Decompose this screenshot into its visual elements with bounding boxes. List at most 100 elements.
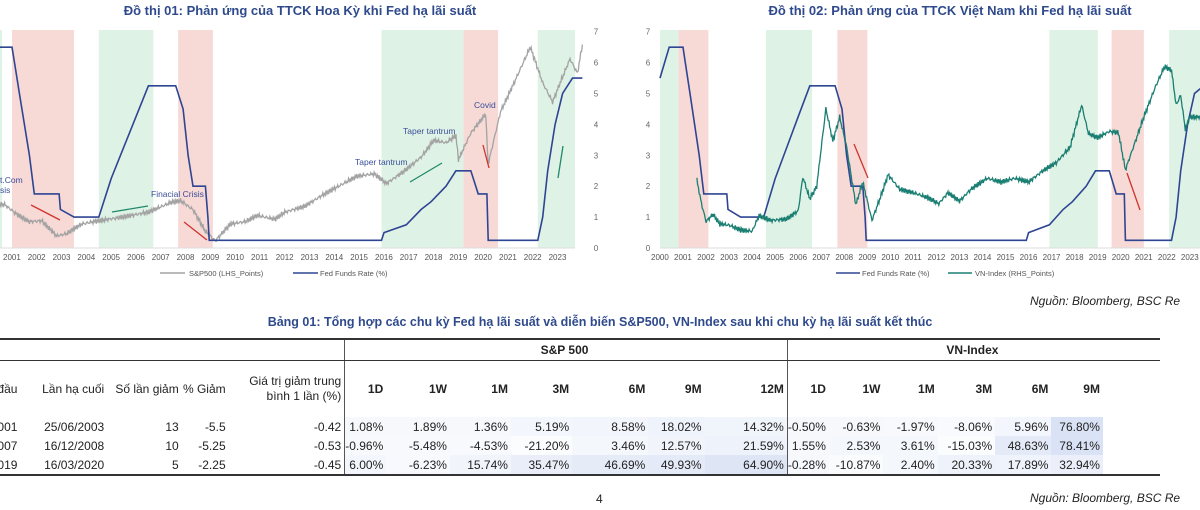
annotation-taper-tantrum-1: Taper tantrum xyxy=(355,157,407,167)
column-header: % Giảm xyxy=(182,381,226,396)
vnindex-return-3M: 20.33% xyxy=(937,455,996,476)
x-tick-label: 2021 xyxy=(499,253,517,262)
vnindex-return-12m-cropped xyxy=(1103,436,1160,455)
column-header-vnindex-1M: 1M xyxy=(918,381,935,396)
column-header-vnindex-6M: 6M xyxy=(1031,381,1049,396)
sp500-return-3M: 5.19% xyxy=(510,417,573,436)
number-of-cuts: 10 xyxy=(165,438,179,453)
column-header-vnindex-3M: 3M xyxy=(975,381,993,396)
x-tick-label: 2016 xyxy=(1020,253,1038,262)
column-header-sp500-9M: 9M xyxy=(684,381,702,396)
sp500-return-1M: 15.74% xyxy=(449,455,511,476)
y-tick-label: 4 xyxy=(594,120,599,129)
table-row: /201916/03/20205-2.25-0.456.00%-6.23%15.… xyxy=(0,455,1160,476)
page-number: 4 xyxy=(596,492,603,506)
x-tick-label: 2008 xyxy=(177,253,195,262)
rate-cut-band xyxy=(1111,30,1144,248)
vnindex-return-9M: 78.41% xyxy=(1051,436,1103,455)
x-tick-label: 2019 xyxy=(1089,253,1107,262)
cycle-start-date: /2001 xyxy=(0,419,18,434)
sp500-return-12M: 14.32% xyxy=(704,417,788,436)
table-row: /2001 25/06/2003 13 -5.5-0.421.08%1.89%1.36… xyxy=(0,417,1160,436)
x-tick-label: 2001 xyxy=(3,253,21,262)
total-cut-percent: -2.25 xyxy=(181,455,229,476)
vnindex-return-12m-cropped xyxy=(1103,417,1160,436)
s-p500-lhs-points--line xyxy=(0,44,584,243)
x-tick-label: 2006 xyxy=(127,253,145,262)
sp500-return-6M: 46.69% xyxy=(572,455,649,476)
chart-1-title: Đồ thị 01: Phản ứng của TTCK Hoa Kỳ khi … xyxy=(123,3,477,18)
column-header-sp500-1M: 1M xyxy=(491,381,508,396)
sp500-return-9M: 18.02% xyxy=(648,417,705,436)
arrow-up-icon xyxy=(409,162,443,183)
x-tick-label: 2006 xyxy=(789,253,807,262)
y-tick-label: 1 xyxy=(594,213,599,222)
annotation-dotcom: t.Com xyxy=(0,175,23,185)
sp500-return-1W: -5.48% xyxy=(386,436,450,455)
vn-index-rhs-points--line xyxy=(696,63,1200,234)
sp500-return-3M: 35.47% xyxy=(510,455,573,476)
x-tick-label: 2007 xyxy=(152,253,170,262)
fed-funds-rate--line xyxy=(0,46,583,242)
x-tick-label: 2012 xyxy=(276,253,294,262)
chart-2-arrows xyxy=(853,143,1141,211)
average-cut-per-move: -0.42 xyxy=(228,417,346,436)
vnindex-return-3M: -8.06% xyxy=(937,417,996,436)
annotation-dotcom-2: sis xyxy=(0,185,10,195)
x-tick-label: 2001 xyxy=(674,253,692,262)
y-tick-label: 6 xyxy=(594,59,599,68)
total-cut-percent: -5.5 xyxy=(204,419,226,434)
x-tick-label: 2009 xyxy=(858,253,876,262)
cycle-start-date: /2019 xyxy=(0,455,21,476)
sp500-return-6M: 8.58% xyxy=(572,417,649,436)
cycle-end-date: 25/06/2003 xyxy=(44,419,105,434)
x-tick-label: 2011 xyxy=(251,253,269,262)
y-tick-label: 0 xyxy=(646,244,651,253)
rate-hike-band xyxy=(1169,30,1200,248)
table-title: Bảng 01: Tổng hợp các chu kỳ Fed hạ lãi … xyxy=(267,315,933,329)
y-tick-label: 1 xyxy=(646,213,651,222)
x-tick-label: 2008 xyxy=(835,253,853,262)
column-header-sp500-3M: 3M xyxy=(552,381,570,396)
sp500-return-1W: -6.23% xyxy=(386,455,450,476)
x-tick-label: 2023 xyxy=(549,253,567,262)
vnindex-return-1M: 3.61% xyxy=(883,436,938,455)
number-of-cuts: 5 xyxy=(107,455,182,476)
y-tick-label: 7 xyxy=(646,28,651,37)
sp500-return-1M: -4.53% xyxy=(449,436,511,455)
vnindex-return-6M: 17.89% xyxy=(995,455,1052,476)
column-header-vnindex-1W: 1W xyxy=(862,381,881,396)
x-tick-label: 2012 xyxy=(927,253,945,262)
column-header: Số lần giảm xyxy=(115,381,179,396)
group-header-vnindex: VN-Index xyxy=(787,338,1160,361)
chart-1-us-market: 2001 2002 2003 2004 2005 2006 2007 2008 2009 2010… xyxy=(0,28,599,278)
average-cut-per-move: -0.45 xyxy=(228,455,346,476)
x-tick-label: 2017 xyxy=(400,253,418,262)
chart-2-legend: Fed Funds Rate (%) VN-Index (RHS_Points) xyxy=(836,269,1055,278)
sp500-return-1W: 1.89% xyxy=(386,417,450,436)
annotation-covid: Covid xyxy=(474,100,496,110)
y-tick-label: 2 xyxy=(594,182,599,191)
chart-2-vn-market: 2000 2001 2002 2003 2004 2005 2006 2007 2008 2009… xyxy=(646,28,1200,278)
vnindex-return-1M: 2.40% xyxy=(883,455,938,476)
arrow-up-icon xyxy=(557,145,564,179)
vnindex-return-6M: 5.96% xyxy=(995,417,1052,436)
x-tick-label: 2020 xyxy=(1112,253,1130,262)
y-tick-label: 4 xyxy=(646,120,651,129)
x-tick-label: 2013 xyxy=(951,253,969,262)
x-tick-label: 2004 xyxy=(77,253,95,262)
x-tick-label: 2007 xyxy=(812,253,830,262)
x-tick-label: 2013 xyxy=(301,253,319,262)
column-header-vnindex-1D: 1D xyxy=(810,381,826,396)
x-tick-label: 2009 xyxy=(201,253,219,262)
legend-fed-rate: Fed Funds Rate (%) xyxy=(320,269,388,278)
rate-hike-band xyxy=(0,30,3,248)
column-header-sp500-6M: 6M xyxy=(628,381,646,396)
chart-2-title: Đồ thị 02: Phản ứng của TTCK Việt Nam kh… xyxy=(768,3,1132,18)
table-row: /200716/12/200810-5.25-0.53-0.96%-5.48%-… xyxy=(0,436,1160,455)
x-tick-label: 2017 xyxy=(1043,253,1061,262)
vnindex-return-1W: -10.87% xyxy=(828,455,884,476)
chart-1-arrows xyxy=(30,144,564,241)
charts: 2001 2002 2003 2004 2005 2006 2007 2008 2009 2010… xyxy=(0,28,1200,278)
x-tick-label: 2020 xyxy=(474,253,492,262)
